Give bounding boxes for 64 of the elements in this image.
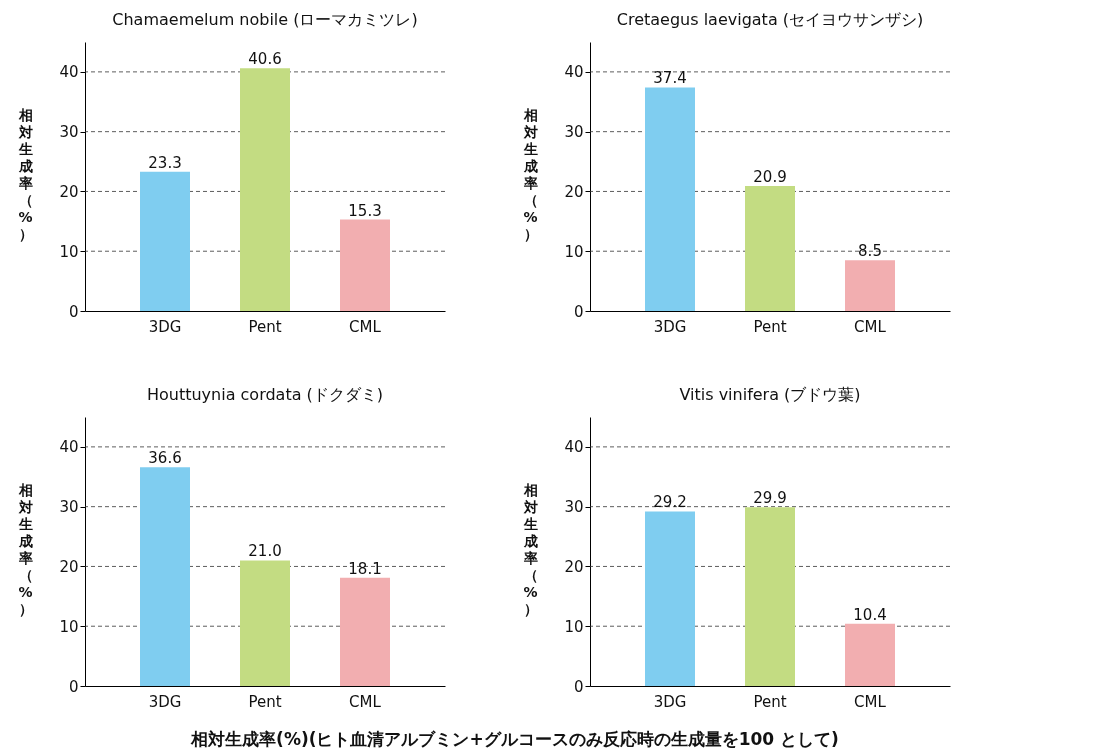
y-tick-label: 20 <box>59 557 79 576</box>
y-axis-title: 相対生成率（%） <box>522 481 538 617</box>
x-tick-label: 3DG <box>148 317 182 336</box>
x-tick-label: 3DG <box>653 317 687 336</box>
x-tick-label: CML <box>854 692 887 711</box>
data-label: 37.4 <box>653 69 687 88</box>
y-tick-label: 40 <box>59 438 79 457</box>
bar <box>845 623 895 686</box>
data-label: 29.2 <box>653 493 687 512</box>
y-tick-label: 0 <box>573 302 584 321</box>
y-tick-label: 30 <box>59 498 79 517</box>
bar <box>745 186 795 311</box>
y-tick-label: 20 <box>59 182 79 201</box>
x-tick-label: Pent <box>248 317 282 336</box>
x-tick-label: CML <box>349 692 382 711</box>
y-tick-label: 0 <box>68 677 79 696</box>
data-label: 21.0 <box>248 542 282 561</box>
bar <box>140 171 190 311</box>
chart-title: Cretaegus laevigata (セイヨウサンザシ) <box>616 10 924 29</box>
y-tick-label: 10 <box>564 242 584 261</box>
x-tick-label: Pent <box>753 692 787 711</box>
data-label: 15.3 <box>348 201 382 220</box>
data-label: 8.5 <box>858 242 882 261</box>
y-tick-label: 0 <box>573 677 584 696</box>
data-label: 20.9 <box>753 168 787 187</box>
y-tick-label: 40 <box>564 63 584 82</box>
chart-title: Houttuynia cordata (ドクダミ) <box>146 385 384 404</box>
y-tick-label: 30 <box>564 498 584 517</box>
y-tick-label: 20 <box>564 557 584 576</box>
y-tick-label: 30 <box>59 123 79 142</box>
x-tick-label: 3DG <box>653 692 687 711</box>
y-tick-label: 10 <box>59 617 79 636</box>
y-tick-label: 40 <box>59 63 79 82</box>
bar <box>645 87 695 311</box>
x-tick-label: 3DG <box>148 692 182 711</box>
y-tick-label: 10 <box>564 617 584 636</box>
x-tick-label: CML <box>349 317 382 336</box>
bar <box>645 511 695 686</box>
data-label: 40.6 <box>248 50 282 69</box>
bar <box>340 219 390 311</box>
data-label: 36.6 <box>148 449 182 468</box>
y-tick-label: 40 <box>564 438 584 457</box>
x-tick-label: Pent <box>753 317 787 336</box>
y-axis-title: 相対生成率（%） <box>17 481 33 617</box>
data-label: 10.4 <box>853 605 887 624</box>
y-tick-label: 10 <box>59 242 79 261</box>
y-tick-label: 0 <box>68 302 79 321</box>
bar <box>340 577 390 686</box>
y-axis-title: 相対生成率（%） <box>17 106 33 242</box>
bar <box>745 507 795 686</box>
x-tick-label: CML <box>854 317 887 336</box>
data-label: 23.3 <box>148 153 182 172</box>
bar <box>240 560 290 686</box>
bar <box>140 467 190 686</box>
chart-title: Vitis vinifera (ブドウ葉) <box>679 385 861 404</box>
chart-title: Chamaemelum nobile (ローマカミツレ) <box>112 10 418 29</box>
x-tick-label: Pent <box>248 692 282 711</box>
text: 相対生成率(%)(ヒト血清アルブミン+グルコースのみ反応時の生成量を100 として) <box>189 728 840 751</box>
data-label: 29.9 <box>753 489 787 508</box>
bar <box>845 260 895 311</box>
y-tick-label: 30 <box>564 123 584 142</box>
y-tick-label: 20 <box>564 182 584 201</box>
bar <box>240 68 290 311</box>
y-axis-title: 相対生成率（%） <box>522 106 538 242</box>
